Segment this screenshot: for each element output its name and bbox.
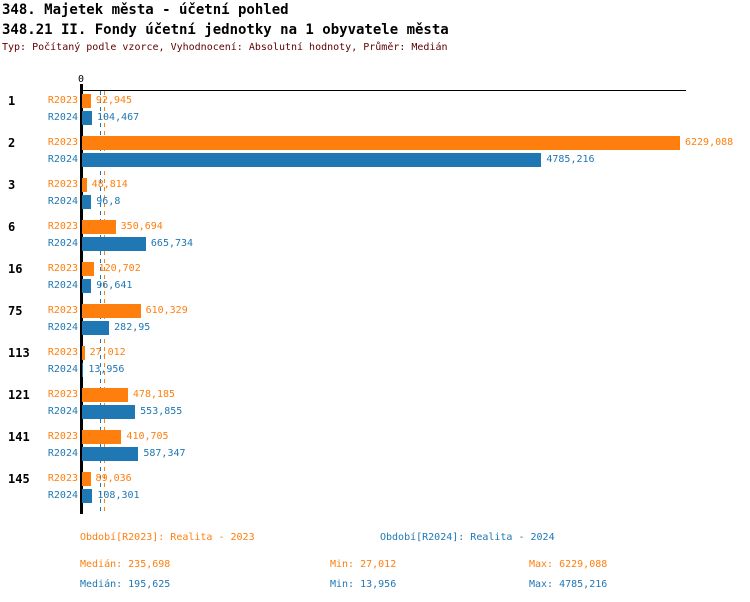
bar-r2023 <box>82 178 87 192</box>
category-label: 75 <box>8 304 23 318</box>
bar-value-label: 92,945 <box>95 95 133 106</box>
period-label-r2024: Období[R2024]: Realita - 2024 <box>380 532 555 543</box>
category-label: 141 <box>8 430 30 444</box>
series-label-r2024: R2024 <box>47 238 78 249</box>
bar-r2023 <box>82 220 116 234</box>
median-stat-r2024: Medián: 195,625 <box>80 579 171 590</box>
series-label-r2023: R2023 <box>47 263 78 274</box>
meta-line: Typ: Počítaný podle vzorce, Vyhodnocení:… <box>2 42 448 53</box>
bar-r2024 <box>82 195 92 209</box>
bar-r2023 <box>82 136 680 150</box>
category-label: 16 <box>8 262 23 276</box>
x-axis-zero-label: 0 <box>77 74 85 85</box>
category-label: 113 <box>8 346 30 360</box>
bar-value-label: 120,702 <box>98 263 141 274</box>
bar-value-label: 108,301 <box>97 490 140 501</box>
bar-r2023 <box>82 430 122 444</box>
median-line-r2023 <box>103 91 105 514</box>
category-label: 1 <box>8 94 16 108</box>
bar-value-label: 350,694 <box>120 221 163 232</box>
bar-r2023 <box>82 262 94 276</box>
min-stat-r2024: Min: 13,956 <box>330 579 397 590</box>
bar-value-label: 553,855 <box>140 406 183 417</box>
bar-value-label: 89,036 <box>95 473 132 484</box>
series-label-r2024: R2024 <box>47 154 78 165</box>
bar-value-label: 665,734 <box>150 238 194 249</box>
bar-value-label: 48,814 <box>91 179 128 190</box>
page-title: 348. Majetek města - účetní pohled <box>2 2 289 18</box>
series-label-r2023: R2023 <box>47 137 78 148</box>
series-label-r2024: R2024 <box>47 364 78 375</box>
category-label: 145 <box>8 472 30 486</box>
bar-r2024 <box>82 153 542 167</box>
bar-value-label: 587,347 <box>143 448 186 459</box>
bar-r2023 <box>82 472 91 486</box>
bar-value-label: 13,956 <box>88 364 125 375</box>
y-axis-line <box>80 84 83 514</box>
series-label-r2023: R2023 <box>47 179 78 190</box>
series-label-r2023: R2023 <box>47 305 78 316</box>
bar-r2023 <box>82 94 91 108</box>
series-label-r2023: R2023 <box>47 473 78 484</box>
median-stat-r2023: Medián: 235,698 <box>80 559 171 570</box>
bar-value-label: 410,705 <box>126 431 169 442</box>
bar-r2023 <box>82 388 128 402</box>
bar-r2024 <box>82 405 136 419</box>
bar-value-label: 6229,088 <box>685 137 734 148</box>
bar-r2024 <box>82 279 92 293</box>
series-label-r2024: R2024 <box>47 112 78 123</box>
bar-value-label: 282,95 <box>114 322 151 333</box>
series-label-r2024: R2024 <box>47 490 78 501</box>
period-label-r2023: Období[R2023]: Realita - 2023 <box>80 532 255 543</box>
bar-r2024 <box>82 111 93 125</box>
max-stat-r2024: Max: 4785,216 <box>529 579 608 590</box>
series-label-r2023: R2023 <box>47 347 78 358</box>
category-label: 3 <box>8 178 16 192</box>
bar-value-label: 478,185 <box>132 389 176 400</box>
bar-value-label: 104,467 <box>97 112 140 123</box>
bar-value-label: 610,329 <box>145 305 188 316</box>
series-label-r2023: R2023 <box>47 95 78 106</box>
series-label-r2023: R2023 <box>47 389 78 400</box>
bar-r2024 <box>82 447 139 461</box>
bar-r2024 <box>82 237 146 251</box>
series-label-r2023: R2023 <box>47 431 78 442</box>
min-stat-r2023: Min: 27,012 <box>330 559 397 570</box>
bar-r2024 <box>82 363 84 377</box>
bar-r2023 <box>82 304 141 318</box>
max-stat-r2023: Max: 6229,088 <box>529 559 608 570</box>
bar-value-label: 96,641 <box>96 280 133 291</box>
bar-value-label: 27,012 <box>89 347 126 358</box>
series-label-r2024: R2024 <box>47 322 78 333</box>
bar-value-label: 96,8 <box>96 196 121 207</box>
median-line-r2024 <box>99 91 101 514</box>
series-label-r2023: R2023 <box>47 221 78 232</box>
bar-r2024 <box>82 489 93 503</box>
bar-r2023 <box>82 346 85 360</box>
series-label-r2024: R2024 <box>47 448 78 459</box>
page-subtitle: 348.21 II. Fondy účetní jednotky na 1 ob… <box>2 22 449 38</box>
series-label-r2024: R2024 <box>47 280 78 291</box>
category-label: 6 <box>8 220 16 234</box>
series-label-r2024: R2024 <box>47 406 78 417</box>
bar-value-label: 4785,216 <box>546 154 595 165</box>
category-label: 121 <box>8 388 30 402</box>
bar-r2024 <box>82 321 110 335</box>
series-label-r2024: R2024 <box>47 196 78 207</box>
x-axis-line <box>80 90 686 91</box>
category-label: 2 <box>8 136 16 150</box>
